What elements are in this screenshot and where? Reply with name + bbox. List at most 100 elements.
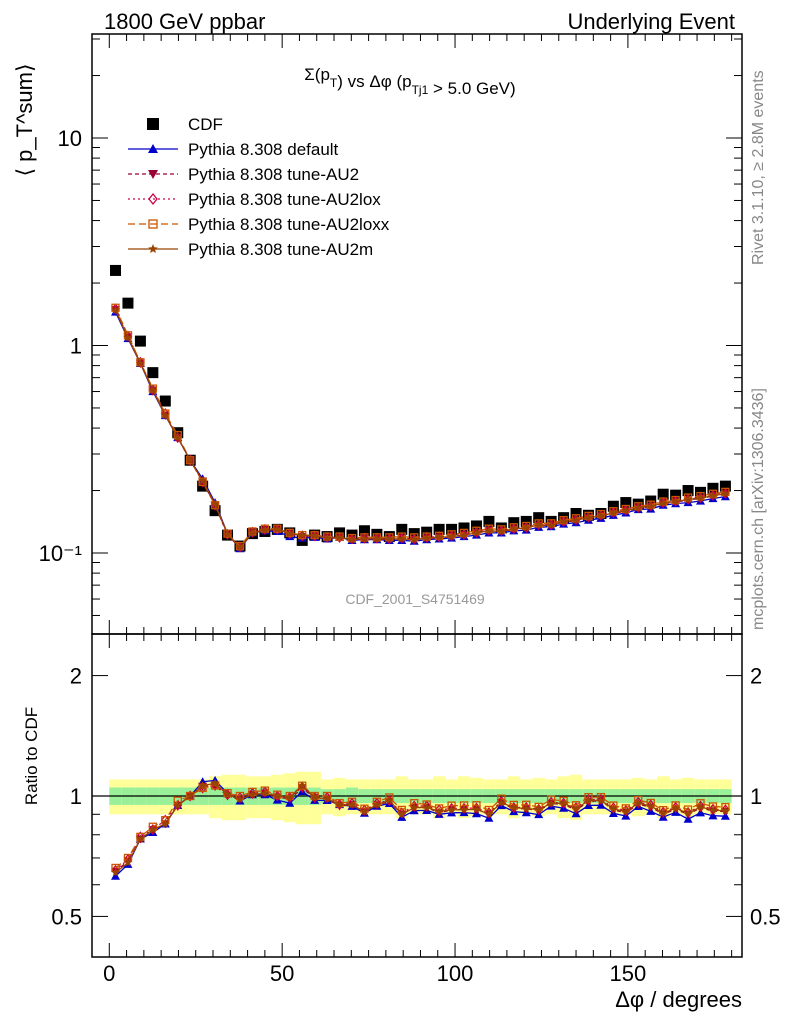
ratio-point [509, 803, 519, 812]
data-point [185, 455, 195, 464]
x-axis-label: Δφ / degrees [615, 987, 742, 1012]
data-point [596, 511, 606, 520]
legend-item-default: Pythia 8.308 default [128, 140, 339, 159]
legend-label: Pythia 8.308 tune-AU2lox [188, 190, 381, 209]
data-point [136, 358, 145, 367]
data-point [459, 530, 469, 539]
data-point [360, 534, 369, 543]
data-point [634, 503, 643, 512]
data-point [111, 305, 120, 314]
data-point [658, 498, 668, 507]
data-point [161, 411, 170, 420]
ratio-point [683, 806, 693, 818]
data-point [372, 534, 382, 543]
data-point [608, 506, 618, 518]
ratio-point [633, 796, 643, 808]
ratio-point [609, 804, 618, 813]
data-point [696, 493, 705, 502]
ratio-point [136, 834, 145, 843]
data-point [360, 532, 369, 544]
ratio-point [322, 794, 332, 803]
data-point [248, 528, 257, 537]
ratio-point [335, 800, 344, 809]
data-point [358, 525, 370, 537]
data-point [148, 385, 158, 394]
ratio-point [161, 819, 170, 828]
ratio-point [185, 791, 195, 800]
x-tick-label: 0 [103, 961, 115, 986]
data-point [670, 489, 682, 501]
data-point [347, 535, 357, 544]
x-tick-label: 100 [437, 961, 474, 986]
y-tick-label: 10 [58, 126, 82, 151]
data-point [671, 497, 680, 506]
legend-marker [148, 170, 158, 179]
ratio-axis-label: Ratio to CDF [22, 707, 41, 805]
legend-label: CDF [188, 115, 223, 134]
ratio-point [646, 801, 655, 810]
legend-marker [148, 244, 158, 253]
ratio-point [696, 802, 705, 811]
ratio-point [621, 804, 631, 817]
data-point [522, 523, 531, 532]
data-point [719, 480, 731, 492]
ratio-point [459, 805, 469, 814]
mcplots-label: mcplots.cern.ch [arXiv:1306.3436] [750, 388, 767, 630]
data-point [260, 523, 270, 535]
ratio-point [410, 803, 419, 812]
ratio-tick-label: 0.5 [51, 904, 82, 929]
data-point [147, 367, 159, 379]
legend-item-CDF: CDF [147, 115, 223, 134]
y-tick-label: 1 [70, 334, 82, 359]
data-point [322, 533, 332, 542]
ratio-point [584, 796, 593, 805]
axis-labels: 0 50 100 150 10 1 10⁻¹ 2 2 1 1 0.5 0.5 Σ(pT) vs Δφ (p… [12, 63, 781, 1012]
ratio-point [198, 781, 207, 790]
data-point [620, 497, 632, 509]
data-point [433, 523, 445, 535]
analysis-label: CDF_2001_S4751469 [345, 591, 485, 607]
ratio-point [447, 802, 457, 815]
ratio-point [459, 802, 469, 814]
data-point [310, 531, 319, 540]
ratio-point [434, 806, 444, 815]
ratio-point [671, 803, 680, 812]
series-AU2m [111, 305, 730, 877]
data-point [633, 501, 643, 513]
data-point [621, 504, 631, 516]
ratio-point [135, 831, 145, 843]
ratio-point [497, 798, 506, 807]
data-point [472, 528, 481, 537]
ratio-point [297, 781, 307, 790]
data-point [609, 508, 618, 517]
ratio-point [422, 802, 431, 811]
data-point [110, 264, 122, 276]
ratio-point [596, 796, 606, 805]
series-line [114, 309, 726, 549]
data-point [410, 535, 419, 544]
ratio-point [372, 800, 382, 809]
ratio-point [484, 809, 494, 818]
legend-label: Pythia 8.308 default [188, 140, 339, 159]
ratio-point [646, 799, 656, 811]
ratio-tick-label-right: 1 [750, 784, 762, 809]
data-point [372, 532, 382, 544]
data-point [683, 495, 693, 504]
ratio-point [111, 868, 120, 877]
ratio-tick-label-right: 0.5 [750, 904, 781, 929]
ratio-point [621, 807, 631, 816]
legend-label: Pythia 8.308 tune-AU2 [188, 165, 359, 184]
data-point [397, 534, 407, 543]
legend-item-AU2lox: Pythia 8.308 tune-AU2lox [128, 190, 381, 209]
legend-item-AU2m: Pythia 8.308 tune-AU2m [128, 240, 373, 259]
data-point [173, 433, 182, 442]
ratio-point [658, 808, 668, 817]
data-point [322, 531, 332, 543]
ratio-point [347, 800, 357, 809]
data-point [607, 500, 619, 512]
ratio-point [658, 806, 668, 818]
data-point [458, 522, 470, 534]
data-point [533, 512, 545, 524]
ratio-point [385, 795, 394, 804]
ratio-point [260, 786, 270, 798]
